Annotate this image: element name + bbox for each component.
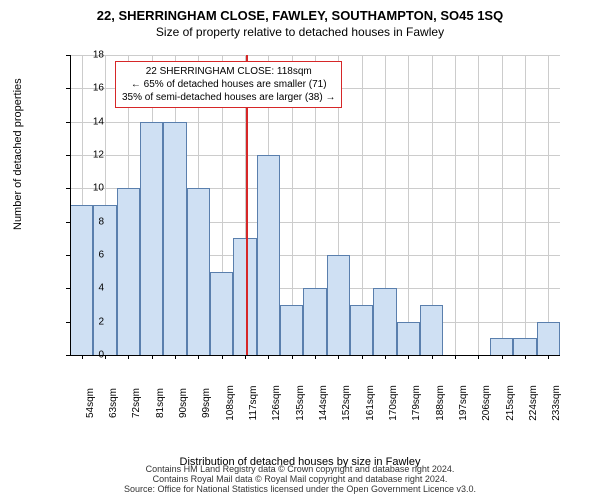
gridline bbox=[525, 55, 526, 355]
x-tick-label: 179sqm bbox=[411, 385, 422, 421]
x-tick-label: 90sqm bbox=[178, 388, 189, 418]
histogram-bar bbox=[350, 305, 373, 355]
gridline bbox=[478, 55, 479, 355]
histogram-bar bbox=[327, 255, 350, 355]
x-tick-label: 152sqm bbox=[341, 385, 352, 421]
x-tick-label: 197sqm bbox=[458, 385, 469, 421]
y-tick-label: 10 bbox=[74, 183, 104, 194]
y-tick-label: 12 bbox=[74, 150, 104, 161]
chart-title: 22, SHERRINGHAM CLOSE, FAWLEY, SOUTHAMPT… bbox=[0, 0, 600, 23]
histogram-bar bbox=[140, 122, 163, 355]
histogram-bar bbox=[93, 205, 116, 355]
y-tick-label: 14 bbox=[74, 116, 104, 127]
y-tick-label: 8 bbox=[74, 216, 104, 227]
x-tick-label: 135sqm bbox=[295, 385, 306, 421]
histogram-bar bbox=[257, 155, 280, 355]
x-tick-label: 126sqm bbox=[271, 385, 282, 421]
x-tick-label: 54sqm bbox=[85, 388, 96, 418]
y-axis bbox=[70, 55, 71, 355]
gridline bbox=[455, 55, 456, 355]
x-tick-label: 233sqm bbox=[551, 385, 562, 421]
footer-line: Source: Office for National Statistics l… bbox=[0, 484, 600, 494]
histogram-bar bbox=[280, 305, 303, 355]
y-tick-label: 18 bbox=[74, 50, 104, 61]
x-tick-label: 99sqm bbox=[201, 388, 212, 418]
footer-line: Contains HM Land Registry data © Crown c… bbox=[0, 464, 600, 474]
y-tick-label: 16 bbox=[74, 83, 104, 94]
y-tick-label: 6 bbox=[74, 250, 104, 261]
x-tick-label: 188sqm bbox=[435, 385, 446, 421]
histogram-bar bbox=[117, 188, 140, 355]
footer-line: Contains Royal Mail data © Royal Mail co… bbox=[0, 474, 600, 484]
histogram-bar bbox=[373, 288, 396, 355]
histogram-bar bbox=[187, 188, 210, 355]
gridline bbox=[502, 55, 503, 355]
histogram-bar bbox=[163, 122, 186, 355]
histogram-bar bbox=[420, 305, 443, 355]
x-tick-label: 72sqm bbox=[131, 388, 142, 418]
x-axis bbox=[70, 355, 560, 356]
gridline bbox=[548, 55, 549, 355]
y-tick-label: 2 bbox=[74, 316, 104, 327]
chart-subtitle: Size of property relative to detached ho… bbox=[0, 23, 600, 39]
x-tick-label: 215sqm bbox=[505, 385, 516, 421]
annotation-box: 22 SHERRINGHAM CLOSE: 118sqm← 65% of det… bbox=[115, 61, 342, 108]
histogram-bar bbox=[233, 238, 256, 355]
annotation-line: ← 65% of detached houses are smaller (71… bbox=[122, 78, 335, 91]
x-tick-label: 81sqm bbox=[155, 388, 166, 418]
annotation-line: 35% of semi-detached houses are larger (… bbox=[122, 91, 335, 104]
chart-footer: Contains HM Land Registry data © Crown c… bbox=[0, 464, 600, 494]
histogram-bar bbox=[490, 338, 513, 355]
histogram-bar bbox=[537, 322, 560, 355]
x-tick-label: 161sqm bbox=[365, 385, 376, 421]
x-tick-label: 170sqm bbox=[388, 385, 399, 421]
y-tick-label: 4 bbox=[74, 283, 104, 294]
histogram-bar bbox=[70, 205, 93, 355]
x-tick-label: 63sqm bbox=[108, 388, 119, 418]
histogram-bar bbox=[397, 322, 420, 355]
plot-area: 54sqm63sqm72sqm81sqm90sqm99sqm108sqm117s… bbox=[70, 55, 560, 410]
histogram-bar bbox=[513, 338, 536, 355]
x-tick-label: 117sqm bbox=[248, 386, 259, 421]
chart-container: 22, SHERRINGHAM CLOSE, FAWLEY, SOUTHAMPT… bbox=[0, 0, 600, 500]
y-axis-label: Number of detached properties bbox=[12, 78, 24, 230]
annotation-line: 22 SHERRINGHAM CLOSE: 118sqm bbox=[122, 65, 335, 78]
histogram-bar bbox=[303, 288, 326, 355]
y-tick-label: 0 bbox=[74, 350, 104, 361]
x-tick-label: 206sqm bbox=[481, 385, 492, 421]
x-tick-label: 108sqm bbox=[225, 385, 236, 421]
gridline bbox=[408, 55, 409, 355]
x-tick-label: 224sqm bbox=[528, 385, 539, 421]
x-tick-label: 144sqm bbox=[318, 385, 329, 421]
histogram-bar bbox=[210, 272, 233, 355]
